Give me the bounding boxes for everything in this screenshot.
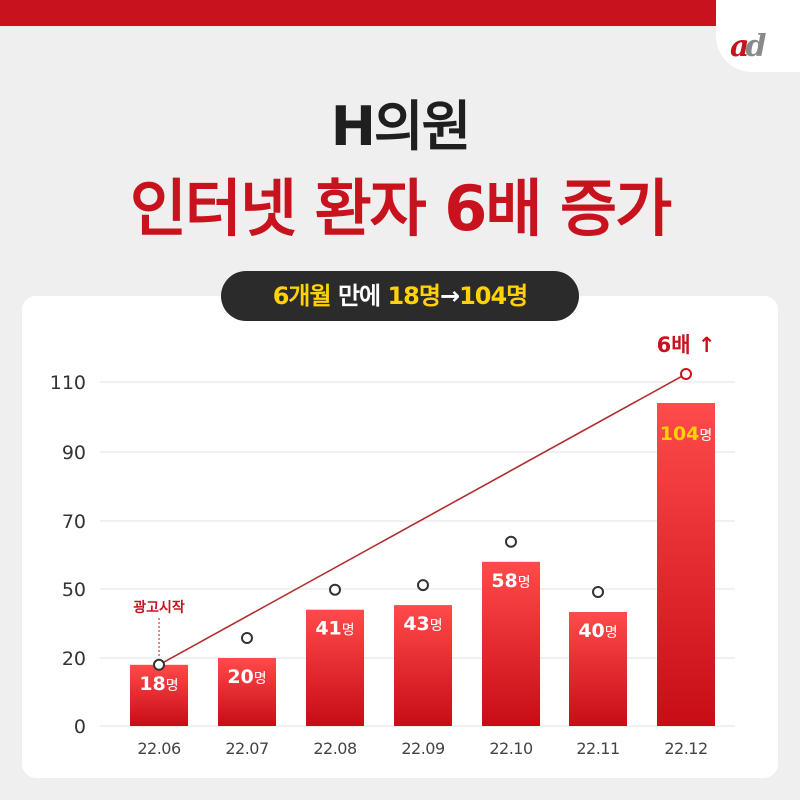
x-tick-label: 22.07 bbox=[225, 739, 268, 758]
data-label: 41명 bbox=[315, 618, 354, 640]
data-label: 58명 bbox=[491, 570, 530, 592]
point-marker bbox=[505, 535, 517, 548]
data-label: 104명 bbox=[660, 423, 713, 445]
logo-tab bbox=[716, 0, 800, 72]
bar bbox=[657, 403, 715, 726]
annotation-label: 광고시작 bbox=[133, 599, 185, 616]
start-marker bbox=[153, 658, 165, 671]
point-marker bbox=[417, 579, 429, 592]
data-label: 40명 bbox=[578, 620, 617, 642]
data-label: 20명 bbox=[227, 666, 266, 688]
bar bbox=[482, 561, 540, 726]
x-tick-label: 22.12 bbox=[664, 739, 707, 758]
brand-logo: ad bbox=[730, 29, 766, 64]
data-label: 18명 bbox=[139, 673, 178, 695]
y-tick-label: 20 bbox=[62, 648, 86, 670]
y-tick-label: 50 bbox=[62, 579, 86, 601]
x-tick-label: 22.09 bbox=[401, 739, 445, 758]
point-marker bbox=[329, 583, 341, 596]
bar bbox=[394, 605, 452, 726]
point-marker bbox=[592, 586, 604, 598]
pill-end-value: 104명 bbox=[459, 282, 528, 310]
bar bbox=[218, 658, 276, 726]
page-headline: 인터넷 환자 6배 증가 bbox=[129, 172, 672, 245]
page-title: H의원 bbox=[330, 95, 472, 158]
bar bbox=[306, 609, 364, 726]
pill-arrow: → bbox=[439, 282, 460, 310]
x-tick-label: 22.11 bbox=[576, 739, 619, 758]
y-tick-label: 110 bbox=[50, 372, 86, 394]
end-marker bbox=[680, 368, 692, 380]
bar bbox=[569, 612, 627, 726]
trend-label: 6배 ↑ bbox=[657, 333, 716, 357]
pill-start-value: 18명 bbox=[387, 282, 440, 310]
data-label: 43명 bbox=[403, 613, 442, 635]
y-tick-label: 90 bbox=[62, 442, 86, 464]
y-tick-label: 70 bbox=[62, 511, 86, 533]
pill-text: 만에 bbox=[330, 282, 388, 310]
point-marker bbox=[241, 632, 253, 644]
top-bar bbox=[0, 0, 800, 26]
y-tick-label: 0 bbox=[74, 716, 86, 738]
bar bbox=[130, 664, 188, 726]
trend-line bbox=[158, 373, 687, 666]
x-tick-label: 22.06 bbox=[137, 739, 181, 758]
summary-pill: 6개월 만에 18명→104명 bbox=[221, 271, 579, 321]
x-tick-label: 22.08 bbox=[313, 739, 357, 758]
pill-period: 6개월 bbox=[272, 282, 332, 310]
x-tick-label: 22.10 bbox=[489, 739, 533, 758]
